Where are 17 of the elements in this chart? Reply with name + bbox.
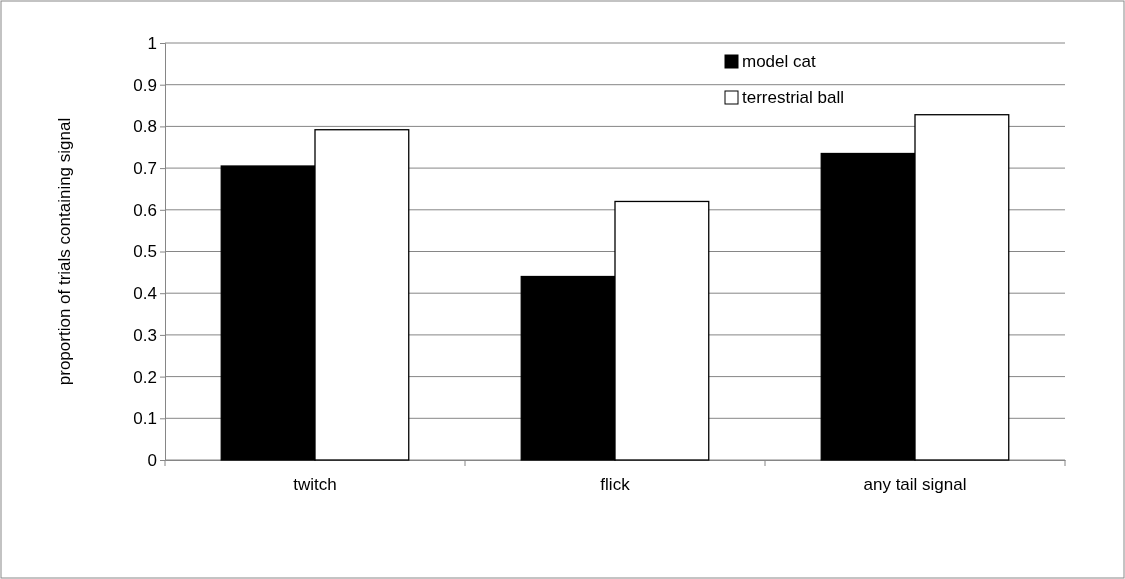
y-tick-label: 0.4 <box>133 284 157 304</box>
y-tick-label: 0.2 <box>133 367 157 387</box>
y-tick-label: 0.3 <box>133 325 157 345</box>
y-tick-label: 1 <box>147 33 157 53</box>
legend-label: terrestrial ball <box>742 88 845 107</box>
x-tick-label: any tail signal <box>863 475 967 495</box>
x-tick-label: twitch <box>293 475 337 495</box>
y-tick-label: 0 <box>147 450 157 470</box>
y-tick-label: 0.9 <box>133 75 157 95</box>
y-tick-label: 0.8 <box>133 117 157 137</box>
y-tick-label: 0.5 <box>133 242 157 262</box>
y-tick-label: 0.1 <box>133 409 157 429</box>
y-tick-label: 0.7 <box>133 159 157 179</box>
y-tick-label: 0.6 <box>133 200 157 220</box>
y-axis-title: proportion of trials containing signal <box>55 117 74 386</box>
x-tick-label: flick <box>600 475 631 495</box>
legend-label: model cat <box>742 52 816 71</box>
